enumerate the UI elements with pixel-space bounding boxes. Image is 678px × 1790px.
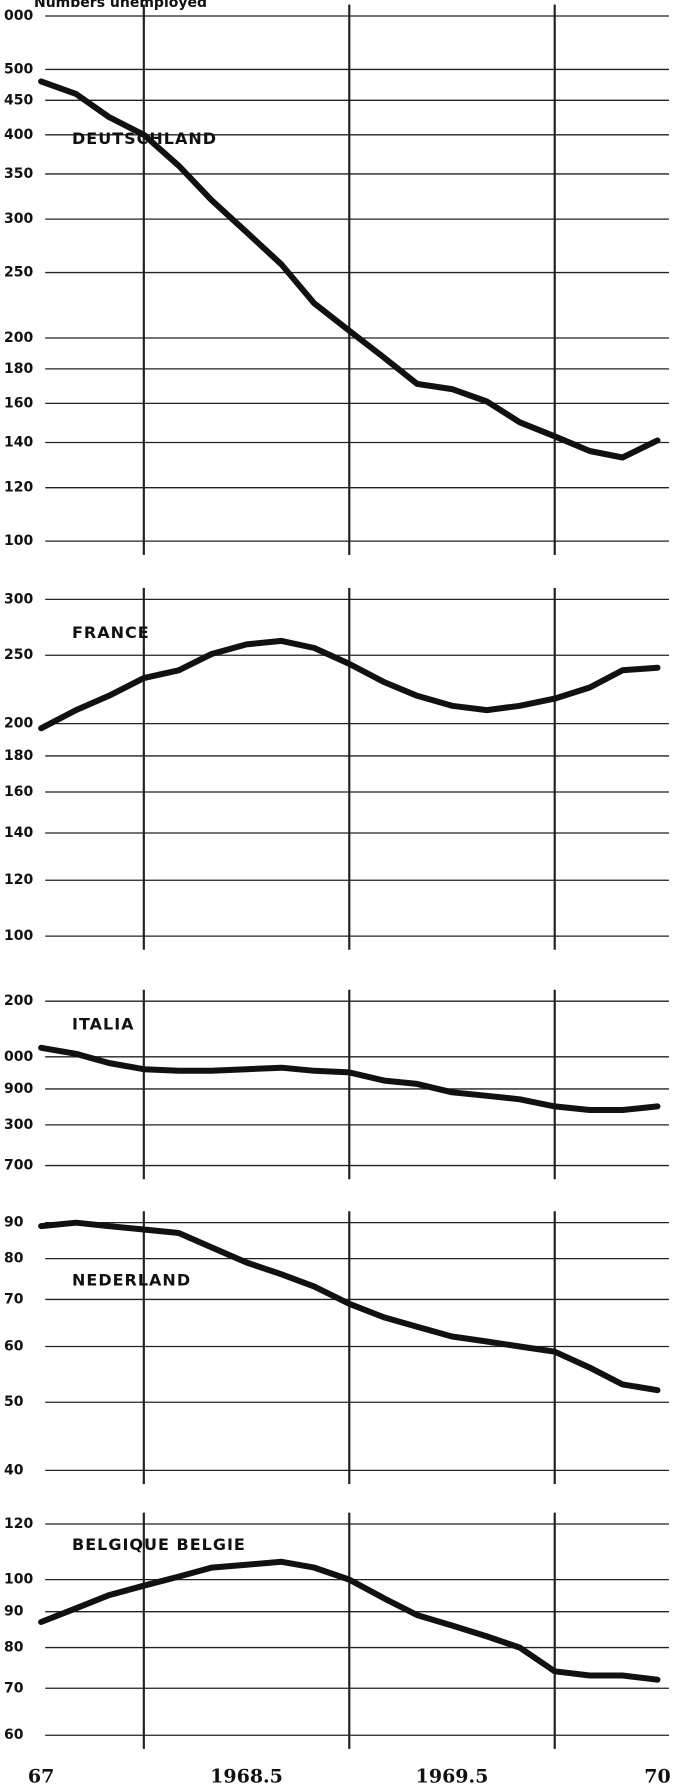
panel-title: FRANCE xyxy=(72,623,150,642)
y-tick-label: 50 xyxy=(4,1394,24,1410)
y-tick-label: 60 xyxy=(4,1339,24,1355)
y-tick-label: 90 xyxy=(4,1604,24,1620)
y-tick-label: 000 xyxy=(4,1049,33,1065)
data-line xyxy=(38,78,661,461)
y-tick-label: 80 xyxy=(4,1251,24,1267)
x-tick-label: 1968.5 xyxy=(210,1765,283,1787)
x-tick-label: 67 xyxy=(28,1765,54,1787)
data-line xyxy=(38,1558,661,1683)
panel-title: BELGIQUE BELGIE xyxy=(72,1535,246,1554)
y-tick-label: 90 xyxy=(4,1215,24,1231)
y-tick-label: 120 xyxy=(4,480,33,496)
panel-title: NEDERLAND xyxy=(72,1270,191,1289)
y-tick-label: 500 xyxy=(4,61,33,77)
y-tick-label: 70 xyxy=(4,1680,24,1696)
data-line xyxy=(38,1219,661,1394)
y-tick-label: 100 xyxy=(4,928,33,944)
panel-title: ITALIA xyxy=(72,1015,135,1034)
y-tick-label: 120 xyxy=(4,1516,33,1532)
y-tick-label: 80 xyxy=(4,1640,24,1656)
y-tick-label: 300 xyxy=(4,211,33,227)
y-tick-label: 160 xyxy=(4,784,33,800)
x-tick-label: 70 xyxy=(644,1765,670,1787)
y-tick-label: 250 xyxy=(4,265,33,281)
y-tick-label: 140 xyxy=(4,825,33,841)
y-tick-label: 180 xyxy=(4,748,33,764)
y-tick-label: 450 xyxy=(4,92,33,108)
y-tick-label: 40 xyxy=(4,1462,24,1478)
y-tick-label: 60 xyxy=(4,1727,24,1743)
x-tick-label: 1969.5 xyxy=(416,1765,489,1787)
y-tick-label: 200 xyxy=(4,716,33,732)
y-tick-label: 400 xyxy=(4,127,33,143)
y-tick-label: 200 xyxy=(4,330,33,346)
y-tick-label: 250 xyxy=(4,647,33,663)
y-tick-label: 300 xyxy=(4,1117,33,1133)
y-tick-label: 200 xyxy=(4,993,33,1009)
data-line xyxy=(38,1044,661,1113)
data-line xyxy=(38,637,661,732)
y-tick-label: 120 xyxy=(4,872,33,888)
y-tick-label: 300 xyxy=(4,591,33,607)
y-tick-label: 000 xyxy=(4,8,33,24)
y-tick-label: 700 xyxy=(4,1158,33,1174)
y-tick-label: 350 xyxy=(4,166,33,182)
y-axis-label: Numbers unemployed xyxy=(34,0,207,11)
y-tick-label: 70 xyxy=(4,1291,24,1307)
y-tick-label: 100 xyxy=(4,1572,33,1588)
y-tick-label: 140 xyxy=(4,435,33,451)
y-tick-label: 100 xyxy=(4,533,33,549)
y-tick-label: 180 xyxy=(4,361,33,377)
y-tick-label: 900 xyxy=(4,1081,33,1097)
y-tick-label: 160 xyxy=(4,395,33,411)
